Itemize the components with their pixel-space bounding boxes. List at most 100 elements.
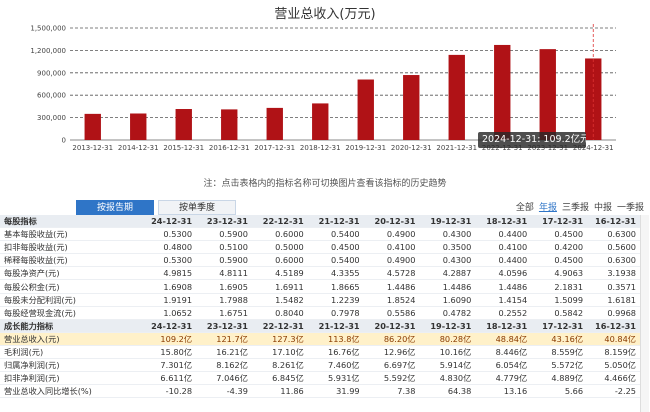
- table-cell: 0.5000: [251, 240, 308, 255]
- indicator-name[interactable]: 毛利润(元): [0, 345, 141, 360]
- table-cell: 8.162亿: [196, 358, 252, 373]
- table-cell: 4.9815: [140, 266, 197, 281]
- table-cell: 0.5400: [307, 253, 364, 268]
- period-q1[interactable]: 一季报: [616, 203, 644, 213]
- indicator-name[interactable]: 基本每股收益(元): [0, 227, 141, 242]
- table-cell: 1.4154: [475, 293, 532, 307]
- x-tick-label: 2020-12-31: [391, 144, 432, 152]
- report-tabs: 按报告期 按单季度: [76, 200, 236, 215]
- table-cell: 4.779亿: [475, 371, 532, 386]
- table-cell: 3.1938: [587, 266, 640, 281]
- table-cell: 1.4486: [363, 279, 420, 294]
- table-cell: 4.8111: [196, 266, 252, 281]
- table-cell: 0.4500: [531, 227, 588, 242]
- column-date: 16-12-31: [587, 215, 640, 229]
- column-date: 18-12-31: [475, 215, 532, 229]
- table-cell: 48.84亿: [475, 332, 532, 346]
- table-cell: 0.4200: [531, 240, 588, 255]
- table-cell: 0.3500: [419, 240, 476, 255]
- table-row: 稀释每股收益(元) 0.5300 0.5900 0.6000 0.5400 0.4900 0…: [0, 253, 640, 268]
- x-tick-label: 2014-12-31: [118, 144, 159, 152]
- table-cell: 15.80亿: [140, 345, 197, 360]
- table-cell: 0.4500: [307, 240, 364, 255]
- table-cell: 1.0652: [140, 306, 197, 320]
- table-cell: 0.4300: [419, 253, 476, 268]
- table-cell: 5.931亿: [307, 371, 364, 386]
- chart-bar: [448, 54, 465, 140]
- table-row: 毛利润(元) 15.80亿 16.21亿 17.10亿 16.76亿 12.96亿 10.1…: [0, 345, 640, 360]
- chart-note: 注：点击表格内的指标名称可切换图片查看该指标的历史趋势: [203, 179, 447, 189]
- table-cell: 80.28亿: [419, 332, 476, 346]
- table-cell: 121.7亿: [196, 332, 252, 346]
- x-tick-label: 2024-12-31: [573, 144, 614, 152]
- table-cell: 5.914亿: [419, 358, 476, 373]
- table-cell: 0.5600: [587, 240, 640, 255]
- table-cell: 8.261亿: [251, 358, 308, 373]
- table-cell: 0.3571: [587, 279, 640, 294]
- table-cell: 16.76亿: [307, 345, 364, 360]
- table-cell: 10.16亿: [419, 345, 476, 360]
- column-date: 19-12-31: [419, 319, 476, 333]
- table-row: 每股经营现金流(元) 1.0652 1.6751 0.8040 0.7978 0.5586…: [0, 306, 640, 320]
- table-cell: 1.6090: [419, 293, 476, 307]
- table-cell: 6.054亿: [475, 358, 532, 373]
- tab-by-report-period[interactable]: 按报告期: [76, 200, 154, 215]
- table-cell: 0.4400: [475, 227, 532, 242]
- period-all[interactable]: 全部: [515, 203, 534, 213]
- table-cell: 1.9191: [140, 293, 197, 307]
- x-tick-label: 2023-12-31: [527, 144, 568, 152]
- indicator-name[interactable]: 营业总收入同比增长(%): [0, 384, 141, 399]
- tab-by-quarter[interactable]: 按单季度: [158, 200, 236, 215]
- table-cell: 17.10亿: [251, 345, 308, 360]
- revenue-chart-svg: 营业总收入(万元) 0 300,000 600,000 900,000 1,200,000…: [30, 7, 616, 152]
- table-cell: 6.845亿: [251, 371, 308, 386]
- table-scrollbar[interactable]: [640, 215, 649, 412]
- chart-title: 营业总收入(万元): [274, 7, 375, 22]
- chart-bar: [403, 75, 420, 140]
- table-cell: 0.4100: [475, 240, 532, 255]
- table-cell: 0.6300: [587, 253, 640, 268]
- period-interim[interactable]: 中报: [593, 203, 612, 213]
- column-date: 23-12-31: [196, 215, 252, 229]
- indicator-name[interactable]: 扣非净利润(元): [0, 371, 141, 386]
- indicator-name[interactable]: 每股未分配利润(元): [0, 293, 141, 307]
- indicator-name[interactable]: 每股公积金(元): [0, 279, 141, 294]
- table-row: 扣非净利润(元) 6.611亿 7.046亿 6.845亿 5.931亿 5.592亿 4.…: [0, 371, 640, 386]
- table-cell: 1.6751: [196, 306, 252, 320]
- chart-bar: [130, 113, 147, 140]
- period-q3[interactable]: 三季报: [561, 203, 589, 213]
- table-cell: 0.5842: [531, 306, 588, 320]
- y-tick-label: 1,200,000: [30, 47, 66, 55]
- x-tick-label: 2016-12-31: [209, 144, 250, 152]
- table-cell: 0.5900: [196, 227, 252, 242]
- table-cell: 7.046亿: [196, 371, 252, 386]
- table-cell: 5.050亿: [587, 358, 640, 373]
- table-cell: 0.4100: [363, 240, 420, 255]
- table-cell: 64.38: [419, 384, 476, 399]
- section-header: 每股指标 24-12-31 23-12-31 22-12-31 21-12-31 20-1…: [0, 215, 640, 229]
- table-cell: 0.6000: [251, 227, 308, 242]
- table-cell: 31.99: [307, 384, 364, 399]
- indicator-name[interactable]: 稀释每股收益(元): [0, 253, 141, 268]
- table-cell: 0.5300: [140, 227, 197, 242]
- x-tick-label: 2019-12-31: [345, 144, 386, 152]
- table-cell: 5.592亿: [363, 371, 420, 386]
- table-row: 基本每股收益(元) 0.5300 0.5900 0.6000 0.5400 0.4900 0…: [0, 227, 640, 242]
- table-cell: 0.8040: [251, 306, 308, 320]
- indicator-name[interactable]: 每股净资产(元): [0, 266, 141, 281]
- indicator-name[interactable]: 归属净利润(元): [0, 358, 141, 373]
- period-annual[interactable]: 年报: [538, 203, 557, 213]
- indicator-name[interactable]: 扣非每股收益(元): [0, 240, 141, 255]
- table-cell: 1.5482: [251, 293, 308, 307]
- table-cell: 0.6300: [587, 227, 640, 242]
- table-cell: 4.5189: [251, 266, 308, 281]
- table-cell: 0.9968: [587, 306, 640, 320]
- chart-bar: [221, 109, 238, 140]
- table-cell: 1.4486: [475, 279, 532, 294]
- table-cell: 0.5586: [363, 306, 420, 320]
- table-cell: 11.86: [251, 384, 308, 399]
- indicator-name[interactable]: 每股经营现金流(元): [0, 306, 141, 320]
- table-cell: 6.697亿: [363, 358, 420, 373]
- table-cell: 0.4900: [363, 227, 420, 242]
- indicator-name[interactable]: 营业总收入(元): [0, 332, 141, 346]
